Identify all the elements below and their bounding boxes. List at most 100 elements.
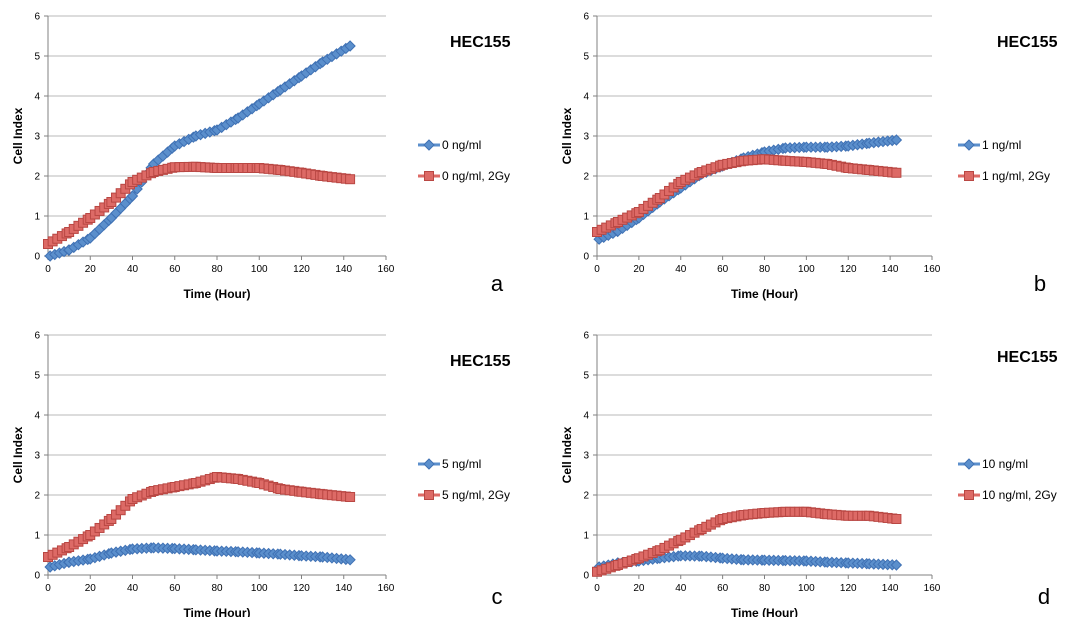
data-point [344,40,356,52]
legend-marker [423,458,435,470]
x-tick-label: 120 [840,583,857,594]
legend-label: 10 ng/ml [982,457,1028,471]
x-tick-label: 140 [335,583,352,594]
series-untreated [593,134,903,245]
x-tick-label: 80 [211,264,223,275]
legend-marker [963,139,975,151]
y-tick-label: 6 [34,12,40,23]
y-tick-label: 1 [34,212,40,223]
x-tick-label: 140 [882,583,899,594]
series-irradiated [592,154,902,237]
legend-label: 0 ng/ml, 2Gy [442,169,510,183]
x-tick-label: 100 [251,264,268,275]
x-tick-label: 160 [378,264,395,275]
panel-letter: c [492,584,503,609]
y-tick-label: 4 [34,411,40,422]
x-tick-label: 0 [45,583,51,594]
y-axis-title: Cell Index [11,107,25,164]
series-irradiated [43,472,356,562]
x-tick-label: 20 [633,264,645,275]
y-tick-label: 5 [583,371,589,382]
x-tick-label: 160 [924,264,941,275]
data-point [344,554,356,566]
y-tick-label: 1 [583,531,589,542]
x-tick-label: 0 [45,264,51,275]
legend: 1 ng/ml 1 ng/ml, 2Gy [958,138,1050,183]
x-tick-label: 0 [594,264,600,275]
series-untreated [44,542,356,573]
chart-title: HEC155 [450,34,511,51]
legend-marker [964,490,974,500]
legend-marker [963,458,975,470]
chart-title: HEC155 [997,349,1058,366]
y-tick-label: 2 [583,491,589,502]
x-tick-label: 120 [293,583,310,594]
data-point [891,167,902,178]
x-tick-label: 0 [594,583,600,594]
y-tick-label: 6 [583,331,589,342]
x-tick-label: 160 [924,583,941,594]
x-tick-label: 40 [675,583,687,594]
y-tick-label: 5 [583,52,589,63]
y-tick-label: 5 [34,52,40,63]
y-tick-label: 2 [34,172,40,183]
y-tick-label: 0 [583,571,589,582]
x-axis-title: Time (Hour) [731,287,798,301]
y-tick-label: 3 [34,451,40,462]
x-tick-label: 100 [798,264,815,275]
panel-letter: a [491,271,504,296]
y-axis-title: Cell Index [560,107,574,164]
y-tick-label: 4 [583,411,589,422]
y-tick-label: 3 [583,132,589,143]
x-tick-label: 20 [85,264,97,275]
series-untreated [44,40,356,262]
x-axis-title: Time (Hour) [183,287,250,301]
y-tick-label: 6 [583,12,589,23]
y-tick-label: 4 [34,92,40,103]
legend: 10 ng/ml 10 ng/ml, 2Gy [958,457,1057,502]
data-point [890,559,903,571]
x-tick-label: 40 [675,264,687,275]
legend-marker [424,171,434,181]
legend: 5 ng/ml 5 ng/ml, 2Gy [418,457,510,502]
legend-marker [964,171,974,181]
panel-letter: d [1038,584,1050,609]
y-axis-title: Cell Index [560,426,574,483]
x-tick-label: 20 [633,583,645,594]
legend: 0 ng/ml 0 ng/ml, 2Gy [418,138,510,183]
series-irradiated [43,161,356,249]
x-tick-label: 160 [378,583,395,594]
x-tick-label: 40 [127,583,139,594]
x-tick-label: 20 [85,583,97,594]
data-point [345,492,356,502]
legend-label: 5 ng/ml, 2Gy [442,488,510,502]
y-tick-label: 5 [34,371,40,382]
y-tick-label: 1 [34,531,40,542]
chart-title: HEC155 [450,353,511,370]
x-tick-label: 140 [882,264,899,275]
chart-title: HEC155 [997,34,1058,51]
x-tick-label: 60 [717,264,729,275]
legend-label: 5 ng/ml [442,457,481,471]
legend-marker [424,490,434,500]
x-tick-label: 60 [169,264,181,275]
x-tick-label: 140 [335,264,352,275]
x-tick-label: 80 [759,264,771,275]
legend-label: 1 ng/ml [982,138,1021,152]
x-tick-label: 80 [759,583,771,594]
y-tick-label: 2 [34,491,40,502]
legend-label: 10 ng/ml, 2Gy [982,488,1057,502]
legend-marker [423,139,435,151]
y-tick-label: 1 [583,212,589,223]
x-tick-label: 80 [211,583,223,594]
y-axis-title: Cell Index [11,426,25,483]
y-tick-label: 0 [34,252,40,263]
x-tick-label: 100 [251,583,268,594]
data-point [345,174,356,185]
x-axis-title: Time (Hour) [183,606,250,617]
x-tick-label: 120 [293,264,310,275]
